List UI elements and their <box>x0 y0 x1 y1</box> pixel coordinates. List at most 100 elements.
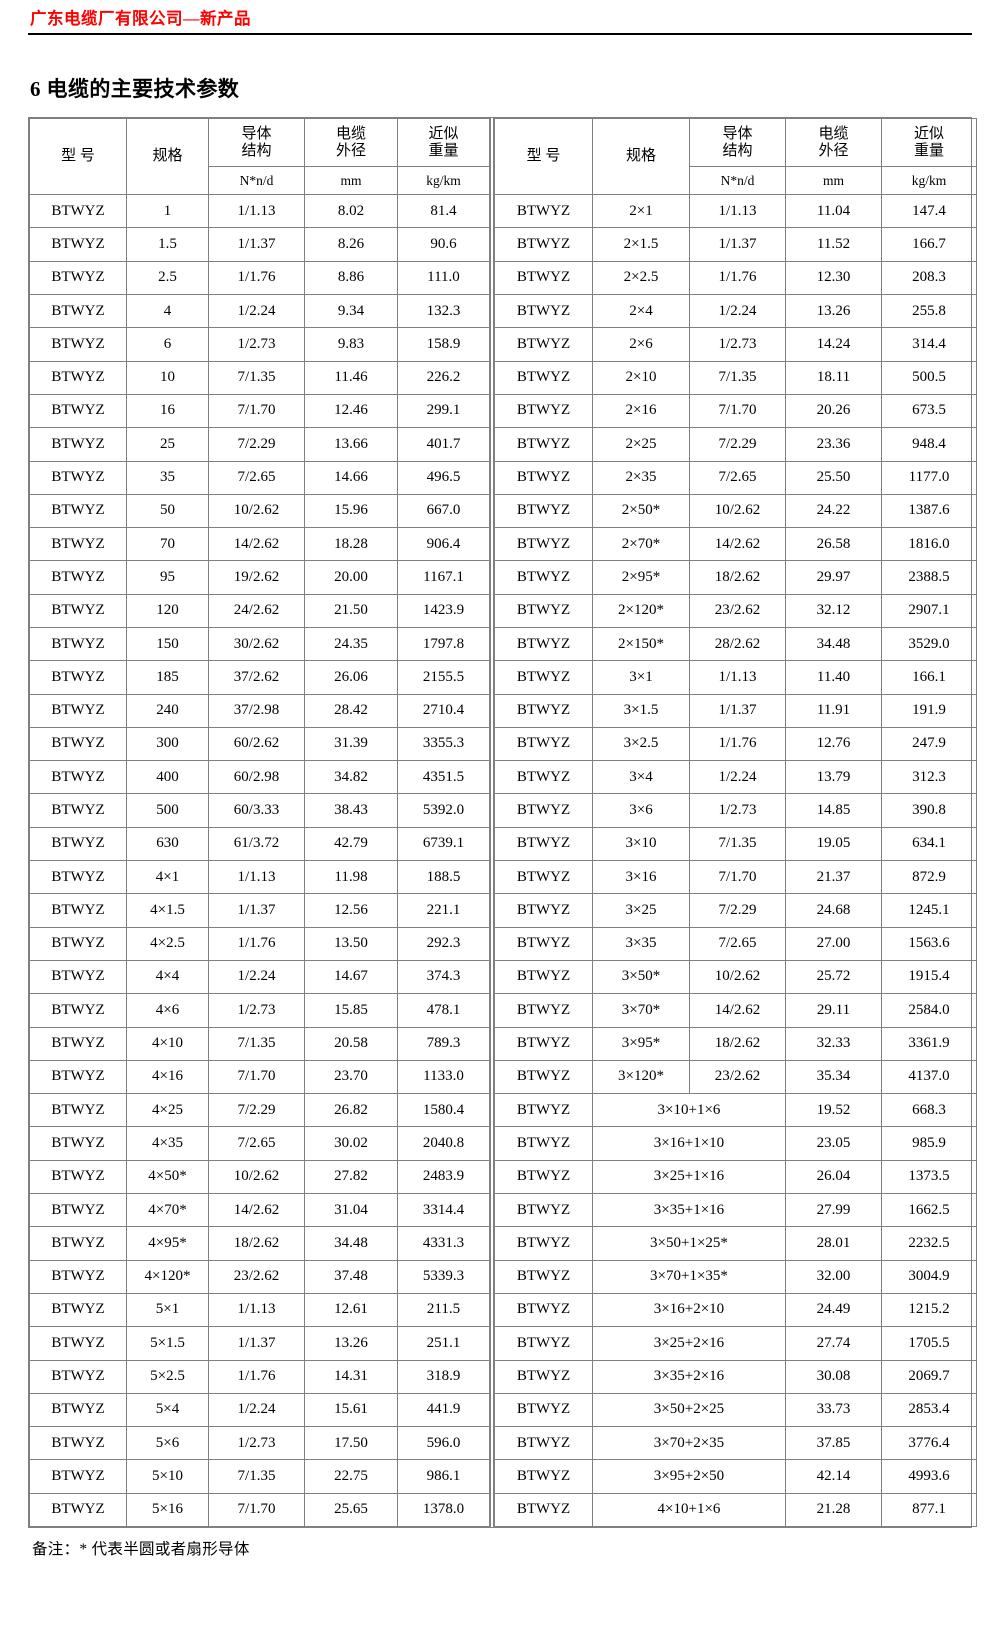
table-row: BTWYZ 4×120* 23/2.62 37.48 5339.3 <box>29 1259 490 1294</box>
cell-model: BTWYZ <box>494 227 593 262</box>
cell-outer-diameter: 12.30 <box>785 260 882 296</box>
cell-conductor-structure: 60/2.98 <box>208 760 305 795</box>
cell-spec: 4 <box>126 294 209 329</box>
cell-conductor-structure: 1/2.73 <box>689 793 786 828</box>
cell-outer-diameter: 12.56 <box>304 893 398 928</box>
cell-approx-weight: 1373.5 <box>881 1159 977 1195</box>
running-header: 广东电缆厂有限公司—新产品 <box>28 0 972 36</box>
cell-approx-weight: 2584.0 <box>881 993 977 1028</box>
cell-approx-weight: 496.5 <box>397 460 490 495</box>
table-row: BTWYZ 4×1.5 1/1.37 12.56 221.1 <box>29 893 490 928</box>
cell-conductor-structure: 7/1.35 <box>208 360 305 395</box>
cell-model: BTWYZ <box>494 826 593 862</box>
cell-conductor-structure: 7/1.70 <box>208 393 305 429</box>
cell-conductor-structure: 1/2.24 <box>689 294 786 329</box>
cell-model: BTWYZ <box>494 693 593 728</box>
cell-conductor-structure: 7/2.29 <box>689 427 786 462</box>
cell-model: BTWYZ <box>494 460 593 495</box>
table-row: BTWYZ 3×1 1/1.13 11.40 166.1 <box>494 660 977 695</box>
cell-outer-diameter: 15.61 <box>304 1392 398 1428</box>
table-row: BTWYZ 3×4 1/2.24 13.79 312.3 <box>494 760 977 795</box>
cell-approx-weight: 208.3 <box>881 260 977 296</box>
cell-spec-merged: 3×70+1×35* <box>592 1259 786 1294</box>
table-row: BTWYZ 3×16+2×10 24.49 1215.2 <box>494 1292 977 1328</box>
cell-approx-weight: 1705.5 <box>881 1326 977 1361</box>
cell-conductor-structure: 10/2.62 <box>689 959 786 995</box>
table-row: BTWYZ 400 60/2.98 34.82 4351.5 <box>29 760 490 795</box>
cell-spec: 150 <box>126 626 209 662</box>
cell-approx-weight: 948.4 <box>881 427 977 462</box>
cell-approx-weight: 673.5 <box>881 393 977 429</box>
cell-model: BTWYZ <box>29 360 127 395</box>
cell-model: BTWYZ <box>29 826 127 862</box>
cell-outer-diameter: 25.50 <box>785 460 882 495</box>
cell-spec: 4×35 <box>126 1126 209 1161</box>
col-header-spec: 规格 <box>126 118 209 196</box>
cell-spec: 4×95* <box>126 1226 209 1261</box>
cell-conductor-structure: 1/2.73 <box>208 327 305 362</box>
cell-conductor-structure: 37/2.62 <box>208 660 305 695</box>
cell-conductor-structure: 30/2.62 <box>208 626 305 662</box>
cell-outer-diameter: 15.96 <box>304 493 398 529</box>
cell-spec-merged: 4×10+1×6 <box>592 1492 786 1528</box>
col-header-approx-weight: 近似 重量 <box>397 118 490 168</box>
cell-outer-diameter: 26.04 <box>785 1159 882 1195</box>
cell-approx-weight: 5392.0 <box>397 793 490 828</box>
col-header-outer-diameter: 电缆 外径 <box>304 118 398 168</box>
cell-model: BTWYZ <box>494 1026 593 1061</box>
cell-spec: 4×50* <box>126 1159 209 1195</box>
cell-spec: 400 <box>126 760 209 795</box>
cell-conductor-structure: 7/1.35 <box>208 1026 305 1061</box>
col-header-model: 型 号 <box>494 118 593 196</box>
cell-spec: 2×1 <box>592 194 690 229</box>
cell-spec: 2×50* <box>592 493 690 529</box>
table-row: BTWYZ 1.5 1/1.37 8.26 90.6 <box>29 227 490 262</box>
cell-model: BTWYZ <box>494 260 593 296</box>
cell-outer-diameter: 18.11 <box>785 360 882 395</box>
cell-conductor-structure: 1/2.24 <box>208 294 305 329</box>
cell-approx-weight: 1580.4 <box>397 1093 490 1128</box>
cell-spec: 25 <box>126 427 209 462</box>
table-body-right: BTWYZ 2×1 1/1.13 11.04 147.4 BTWYZ 2×1.5 1/1.37… <box>494 194 977 1528</box>
table-row: BTWYZ 16 7/1.70 12.46 299.1 <box>29 393 490 429</box>
table-row: BTWYZ 4×6 1/2.73 15.85 478.1 <box>29 993 490 1028</box>
cell-outer-diameter: 27.74 <box>785 1326 882 1361</box>
cell-approx-weight: 251.1 <box>397 1326 490 1361</box>
col-header-approx-weight-line2: 重量 <box>428 142 459 159</box>
cell-outer-diameter: 11.40 <box>785 660 882 695</box>
cell-conductor-structure: 7/1.70 <box>689 393 786 429</box>
cell-model: BTWYZ <box>29 1292 127 1328</box>
cell-outer-diameter: 29.97 <box>785 560 882 595</box>
cell-spec-merged: 3×10+1×6 <box>592 1093 786 1128</box>
cell-model: BTWYZ <box>29 294 127 329</box>
cell-outer-diameter: 21.28 <box>785 1492 882 1528</box>
cell-spec: 5×10 <box>126 1459 209 1494</box>
cell-model: BTWYZ <box>29 1259 127 1294</box>
cell-spec: 70 <box>126 527 209 562</box>
cell-outer-diameter: 26.06 <box>304 660 398 695</box>
cell-outer-diameter: 13.79 <box>785 760 882 795</box>
col-header-conductor-structure-line2: 结构 <box>241 142 272 159</box>
cell-model: BTWYZ <box>494 294 593 329</box>
cell-model: BTWYZ <box>494 393 593 429</box>
table-row: BTWYZ 3×35+1×16 27.99 1662.5 <box>494 1193 977 1228</box>
cell-spec: 10 <box>126 360 209 395</box>
table-row: BTWYZ 4×2.5 1/1.76 13.50 292.3 <box>29 926 490 961</box>
cell-conductor-structure: 10/2.62 <box>208 493 305 529</box>
cell-model: BTWYZ <box>29 726 127 762</box>
cell-outer-diameter: 30.02 <box>304 1126 398 1161</box>
table-row: BTWYZ 2×25 7/2.29 23.36 948.4 <box>494 427 977 462</box>
cell-outer-diameter: 20.26 <box>785 393 882 429</box>
cell-conductor-structure: 18/2.62 <box>208 1226 305 1261</box>
cell-conductor-structure: 1/1.37 <box>208 227 305 262</box>
cell-spec: 120 <box>126 593 209 629</box>
cell-approx-weight: 2388.5 <box>881 560 977 595</box>
table-row: BTWYZ 5×10 7/1.35 22.75 986.1 <box>29 1459 490 1494</box>
cell-conductor-structure: 7/2.29 <box>208 1093 305 1128</box>
cell-model: BTWYZ <box>494 1359 593 1394</box>
cell-spec: 185 <box>126 660 209 695</box>
cell-outer-diameter: 23.36 <box>785 427 882 462</box>
cell-approx-weight: 667.0 <box>397 493 490 529</box>
col-header-approx-weight-line2: 重量 <box>913 142 944 159</box>
cell-outer-diameter: 18.28 <box>304 527 398 562</box>
